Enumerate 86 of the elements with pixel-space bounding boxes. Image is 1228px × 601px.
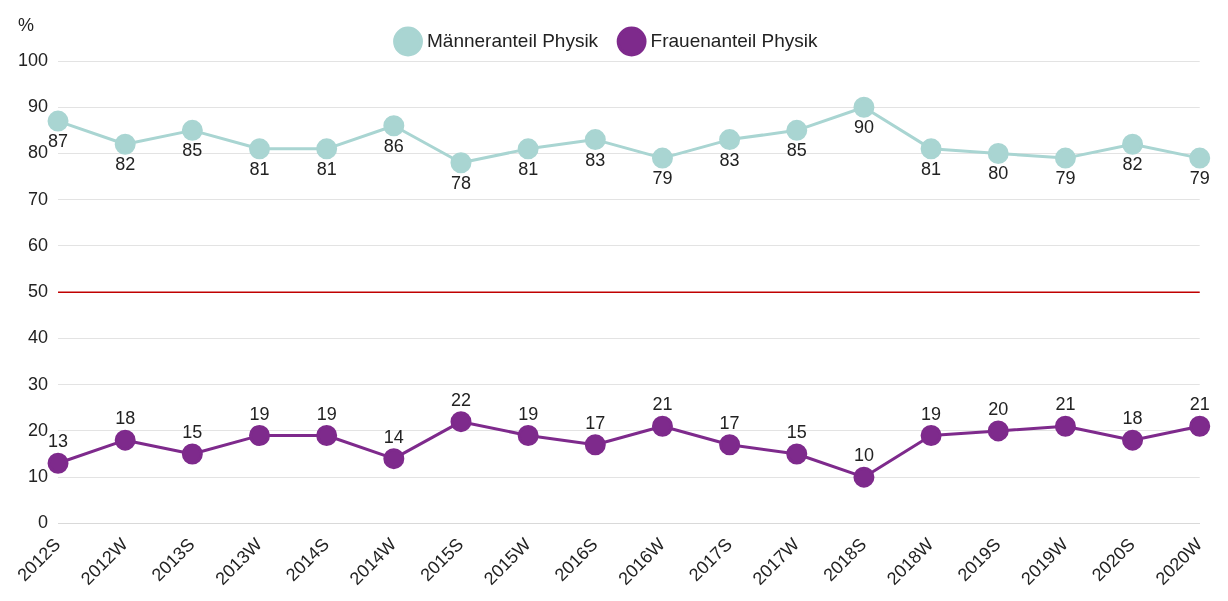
data-label: 17: [719, 412, 740, 433]
data-label: 85: [786, 140, 807, 161]
data-label: 20: [988, 398, 1009, 419]
point: [651, 147, 673, 169]
data-label: 81: [316, 158, 337, 179]
data-label: 85: [182, 140, 203, 161]
data-label: 79: [1055, 168, 1076, 189]
data-label: 14: [383, 426, 404, 447]
y-tick-label: 80: [28, 142, 49, 163]
legend-label: Männeranteil Physik: [427, 29, 599, 51]
data-label: 13: [48, 431, 69, 452]
data-label: 83: [585, 149, 606, 170]
point: [853, 96, 875, 118]
y-tick-label: 60: [28, 234, 49, 255]
data-label: 15: [182, 422, 203, 443]
data-label: 15: [786, 422, 807, 443]
point: [719, 434, 741, 456]
point: [1054, 147, 1076, 169]
y-tick-label: 50: [28, 281, 49, 302]
point: [450, 152, 472, 174]
data-label: 19: [921, 403, 942, 424]
point: [114, 133, 136, 155]
point: [47, 452, 69, 474]
point: [853, 466, 875, 488]
point: [383, 115, 405, 137]
data-label: 78: [450, 172, 471, 193]
data-label: 19: [316, 403, 337, 424]
point: [920, 138, 942, 160]
data-label: 19: [518, 403, 539, 424]
y-tick-label: 30: [28, 373, 49, 394]
point: [1189, 415, 1211, 437]
point: [786, 443, 808, 465]
point: [249, 425, 271, 447]
data-label: 19: [249, 403, 270, 424]
point: [987, 142, 1009, 164]
data-label: 79: [652, 168, 673, 189]
data-label: 18: [115, 408, 136, 429]
y-tick-label: 70: [28, 188, 49, 209]
point: [584, 129, 606, 151]
point: [517, 425, 539, 447]
data-label: 82: [1122, 154, 1143, 175]
y-tick-label: 20: [28, 419, 49, 440]
y-tick-label: 90: [28, 96, 49, 117]
point: [651, 415, 673, 437]
point: [181, 119, 203, 141]
point: [517, 138, 539, 160]
point: [920, 425, 942, 447]
point: [1122, 429, 1144, 451]
data-label: 81: [921, 158, 942, 179]
point: [987, 420, 1009, 442]
data-label: 87: [48, 131, 69, 152]
y-tick-label: 0: [38, 512, 49, 533]
point: [316, 425, 338, 447]
point: [383, 448, 405, 470]
data-label: 86: [383, 135, 404, 156]
data-label: 18: [1122, 408, 1143, 429]
data-label: 21: [1055, 394, 1076, 415]
data-label: 21: [1189, 394, 1210, 415]
y-tick-label: 100: [17, 49, 49, 70]
point: [1122, 133, 1144, 155]
legend-label: Frauenanteil Physik: [650, 29, 818, 51]
point: [114, 429, 136, 451]
data-label: 90: [853, 117, 874, 138]
point: [47, 110, 69, 132]
point: [1189, 147, 1211, 169]
point: [249, 138, 271, 160]
y-axis-title: %: [17, 14, 35, 35]
point: [786, 119, 808, 141]
y-tick-label: 10: [28, 466, 49, 487]
data-label: 83: [719, 149, 740, 170]
data-label: 17: [585, 412, 606, 433]
data-label: 80: [988, 163, 1009, 184]
data-label: 79: [1189, 168, 1210, 189]
data-label: 10: [853, 445, 874, 466]
point: [316, 138, 338, 160]
point: [1054, 415, 1076, 437]
data-label: 81: [518, 158, 539, 179]
data-label: 21: [652, 394, 673, 415]
y-tick-label: 40: [28, 327, 49, 348]
point: [584, 434, 606, 456]
data-label: 22: [450, 389, 471, 410]
point: [450, 411, 472, 433]
data-label: 82: [115, 154, 136, 175]
point: [181, 443, 203, 465]
point: [719, 129, 741, 151]
data-label: 81: [249, 158, 270, 179]
